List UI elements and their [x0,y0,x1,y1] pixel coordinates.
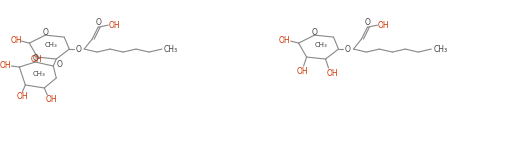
Text: OH: OH [109,21,120,30]
Text: OH: OH [11,36,22,45]
Text: O: O [365,18,370,27]
Text: CH₃: CH₃ [164,45,178,54]
Text: OH: OH [0,61,11,70]
Text: OH: OH [45,95,57,104]
Text: CH₃: CH₃ [33,71,46,77]
Text: O: O [345,45,350,54]
Text: OH: OH [16,92,28,101]
Text: OH: OH [377,21,389,30]
Text: CH₃: CH₃ [433,45,447,54]
Text: O: O [95,18,101,27]
Text: O: O [75,45,81,54]
Text: CH₃: CH₃ [314,42,327,48]
Text: OH: OH [297,66,308,75]
Text: O: O [311,28,317,37]
Text: OH: OH [279,36,290,45]
Text: CH₃: CH₃ [45,42,57,48]
Text: OH: OH [31,55,42,64]
Text: OH: OH [327,69,338,78]
Text: O: O [56,60,62,69]
Text: O: O [32,54,38,63]
Text: O: O [42,28,48,37]
